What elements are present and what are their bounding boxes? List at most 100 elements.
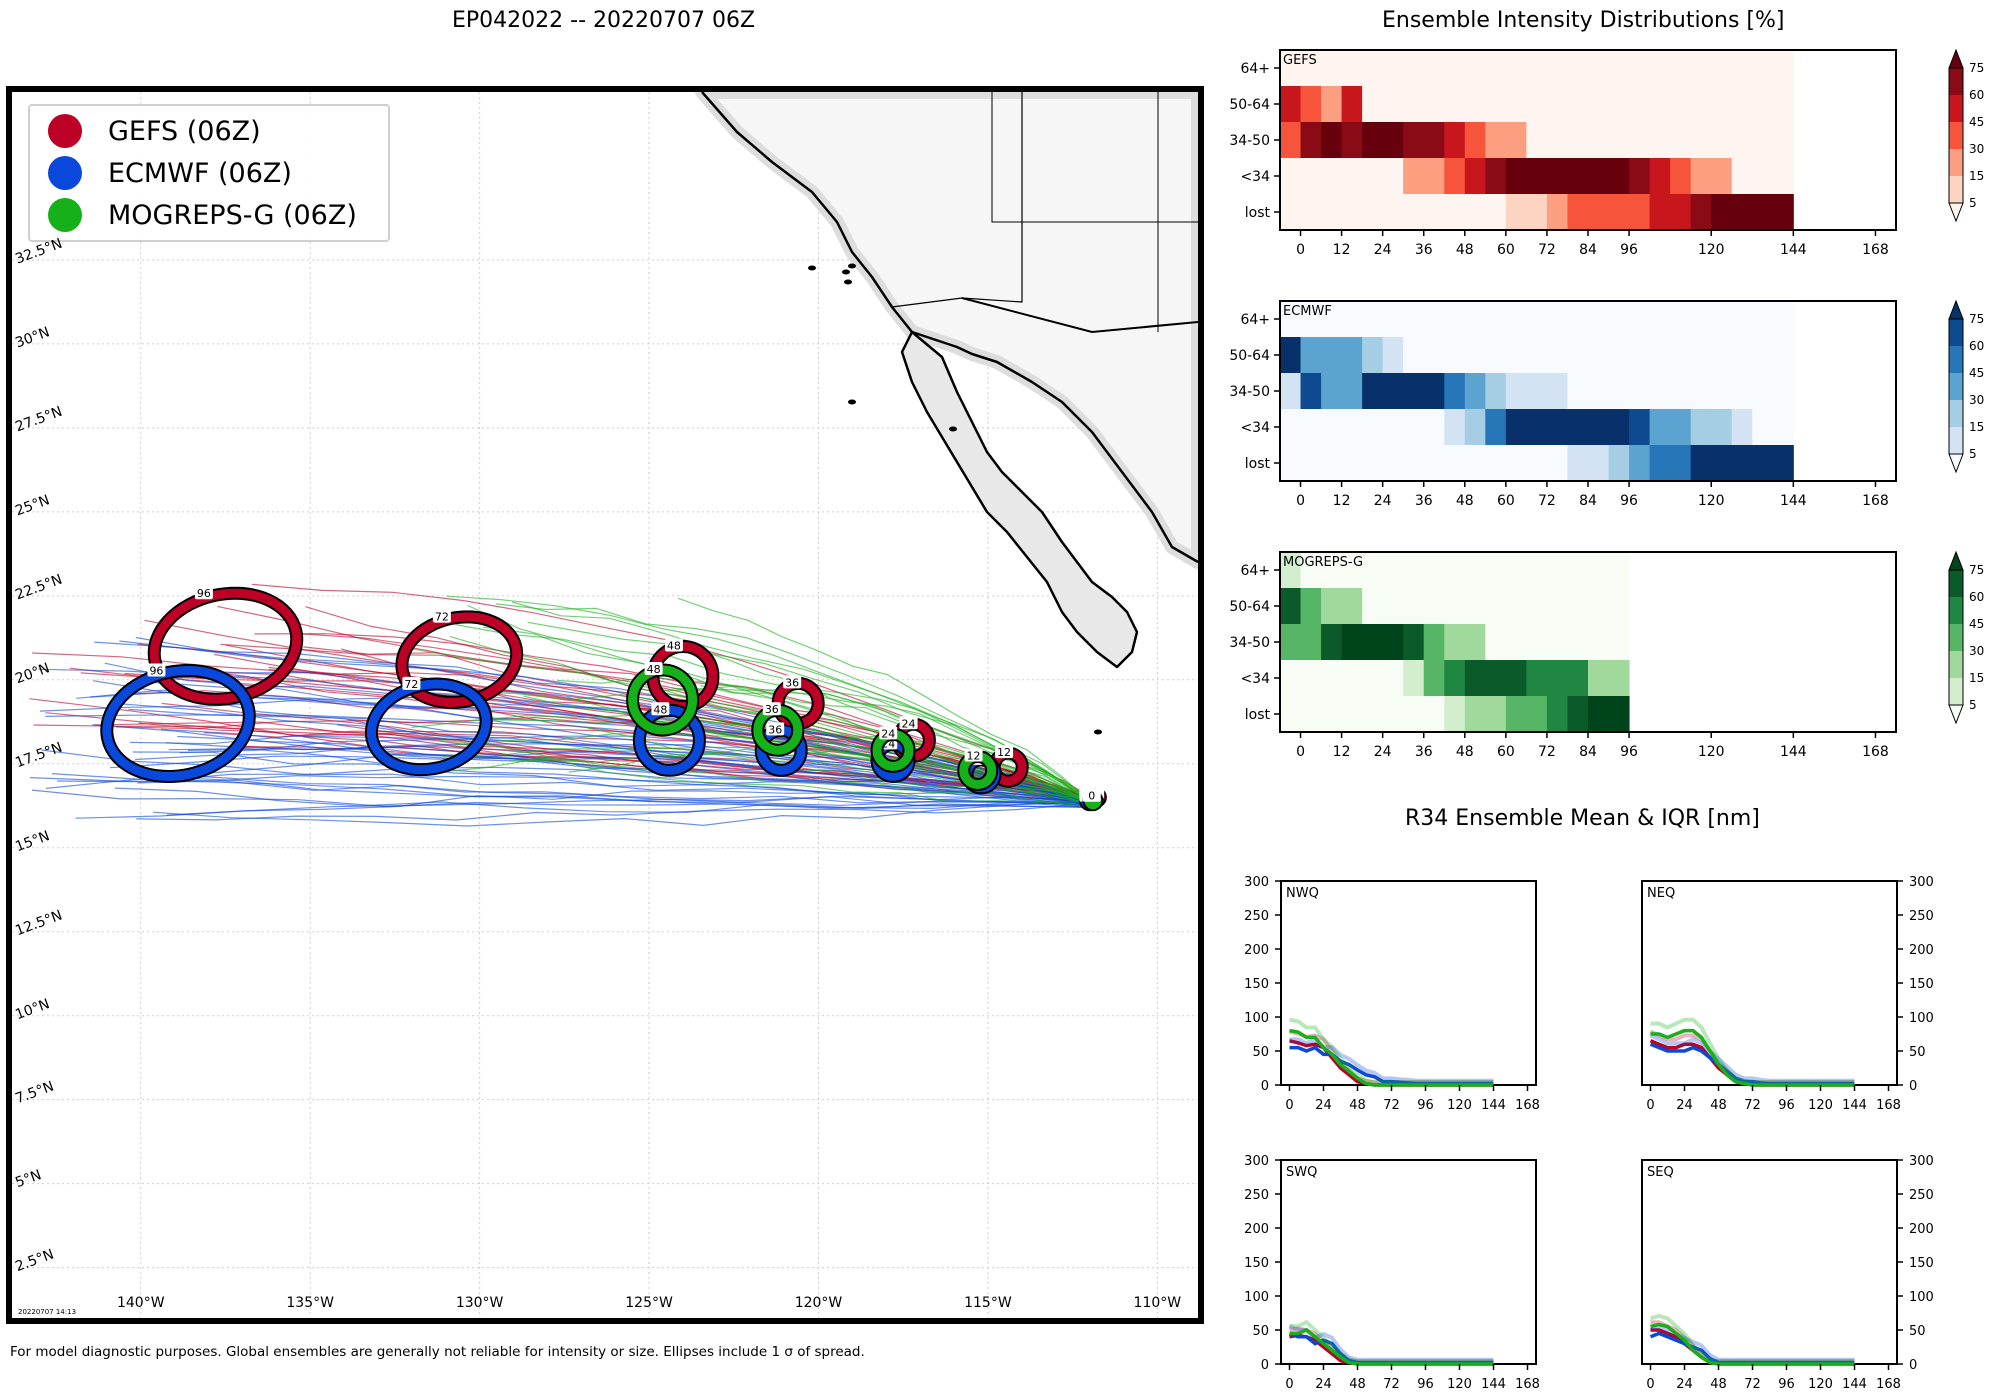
heatmap-x-label: 48: [1456, 744, 1474, 760]
r34-y-label: 100: [1244, 1011, 1269, 1026]
heatmap-cell-mogreps: [1341, 588, 1384, 625]
r34-y-label: 0: [1909, 1079, 1917, 1094]
track-map-canvas: 01224364872960122436487296012243648: [12, 92, 1198, 1318]
r34-y-label: 150: [1909, 977, 1934, 992]
heatmap-x-label: 168: [1862, 242, 1889, 258]
state-border: [991, 92, 1198, 223]
heatmap-cell-ecmwf: [1362, 373, 1404, 410]
us-mexico-border: [891, 92, 1023, 308]
r34-x-label: 168: [1515, 1377, 1540, 1392]
heatmap-cell-mogreps: [1526, 552, 1568, 589]
heatmap-cell-ecmwf: [1382, 373, 1425, 410]
r34-y-label: 300: [1909, 1154, 1934, 1169]
heatmap-frame-gefs: [1279, 49, 1897, 231]
heatmap-cell-mogreps: [1341, 660, 1384, 697]
heatmap-cell-gefs: [1629, 194, 1671, 231]
heatmap-x-label: 168: [1862, 493, 1889, 509]
heatmap-cell-mogreps: [1444, 588, 1486, 625]
heatmap-x-label: 60: [1497, 744, 1515, 760]
track-ecmwf: [148, 681, 1097, 807]
heatmap-cell-gefs: [1629, 50, 1671, 87]
heatmap-cell-mogreps: [1567, 552, 1610, 589]
heatmap-cell-mogreps: [1403, 552, 1445, 589]
r34-x-label: 120: [1447, 1377, 1472, 1392]
heatmap-x-label: 144: [1780, 493, 1807, 509]
heatmap-x-label: 24: [1374, 242, 1392, 258]
ellipse-hour-label: 48: [653, 703, 667, 716]
heatmap-row-label: 50-64: [1229, 599, 1270, 615]
heatmap-cell-mogreps: [1505, 696, 1548, 733]
r34-frame-nwq: [1280, 880, 1537, 1086]
island: [808, 265, 816, 271]
heatmap-cell-ecmwf: [1321, 301, 1363, 338]
heatmap-cell-mogreps: [1485, 624, 1527, 661]
r34-x-label: 48: [1349, 1098, 1366, 1113]
track-ecmwf: [57, 766, 1097, 809]
heatmap-cell-gefs: [1752, 158, 1794, 195]
heatmap-cell-mogreps: [1526, 696, 1568, 733]
heatmap-cell-mogreps: [1464, 588, 1507, 625]
heatmap-cell-gefs: [1362, 194, 1404, 231]
heatmap-cell-gefs: [1300, 50, 1343, 87]
r34-x-label: 144: [1481, 1377, 1506, 1392]
heatmap-x-label: 36: [1415, 493, 1433, 509]
heatmap-cell-ecmwf: [1752, 337, 1794, 374]
heatmap-row-label: <34: [1240, 169, 1270, 185]
heatmap-row-label: 34-50: [1229, 133, 1270, 149]
ellipse-label-bg: [651, 702, 670, 716]
r34-x-label: 0: [1646, 1377, 1654, 1392]
heatmap-cell-gefs: [1711, 158, 1753, 195]
r34-iqr-mogreps: [1289, 1319, 1494, 1364]
heatmap-title-gefs: GEFS: [1283, 53, 1317, 68]
heatmap-cell-gefs: [1629, 86, 1671, 123]
heatmap-cell-ecmwf: [1403, 301, 1445, 338]
gefs-marker-icon: [48, 114, 82, 148]
ellipse-hour-label: 12: [997, 746, 1011, 759]
ellipse-label-bg: [402, 676, 421, 690]
colorbar-label: 45: [1969, 366, 1984, 380]
heatmap-x-label: 168: [1862, 744, 1889, 760]
r34-iqr-ecmwf: [1649, 1323, 1855, 1362]
heatmap-cell-ecmwf: [1649, 337, 1692, 374]
heatmap-cell-gefs: [1382, 194, 1425, 231]
heatmap-cell-gefs: [1546, 122, 1589, 159]
heatmap-cell-gefs: [1752, 194, 1794, 231]
r34-x-label: 72: [1383, 1098, 1400, 1113]
heatmap-x-label: 0: [1296, 744, 1305, 760]
r34-title-neq: NEQ: [1647, 886, 1675, 901]
heatmap-x-label: 48: [1456, 242, 1474, 258]
heatmap-cell-ecmwf: [1690, 409, 1733, 446]
heatmap-cell-gefs: [1649, 194, 1692, 231]
r34-iqr-mogreps: [1289, 1017, 1494, 1085]
heatmap-cell-ecmwf: [1546, 301, 1589, 338]
heatmap-cell-ecmwf: [1546, 373, 1589, 410]
track-mogreps: [446, 595, 1097, 805]
r34-x-label: 24: [1315, 1098, 1332, 1113]
heatmap-cell-gefs: [1690, 50, 1733, 87]
heatmap-cell-ecmwf: [1403, 409, 1445, 446]
heatmap-cell-ecmwf: [1362, 337, 1404, 374]
colorbar-arrow-mogreps: [1948, 704, 1964, 725]
ellipse-hour-label: 0: [1088, 790, 1095, 803]
ecmwf-marker-icon: [48, 156, 82, 190]
heatmap-frame-ecmwf: [1279, 300, 1897, 482]
heatmap-cell-ecmwf: [1526, 445, 1568, 482]
heatmap-x-label: 84: [1579, 493, 1597, 509]
heatmap-cell-ecmwf: [1341, 373, 1384, 410]
heatmap-cell-ecmwf: [1505, 301, 1548, 338]
r34-iqr-ecmwf: [1649, 1033, 1855, 1083]
r34-mean-gefs: [1289, 1333, 1494, 1366]
r34-x-label: 96: [1417, 1377, 1434, 1392]
legend-label-ecmwf: ECMWF (06Z): [108, 157, 292, 189]
colorbar-label: 30: [1969, 393, 1984, 407]
r34-x-label: 24: [1315, 1377, 1332, 1392]
heatmap-cell-ecmwf: [1403, 445, 1445, 482]
r34-y-label: 150: [1909, 1256, 1934, 1271]
heatmap-cell-gefs: [1670, 194, 1712, 231]
heatmap-cell-mogreps: [1300, 588, 1343, 625]
heatmap-cell-ecmwf: [1444, 409, 1486, 446]
heatmap-cell-ecmwf: [1403, 373, 1445, 410]
heatmap-row-label: 64+: [1240, 312, 1270, 328]
colorbar-segment-gefs: [1949, 68, 1963, 95]
heatmap-cell-ecmwf: [1567, 373, 1610, 410]
